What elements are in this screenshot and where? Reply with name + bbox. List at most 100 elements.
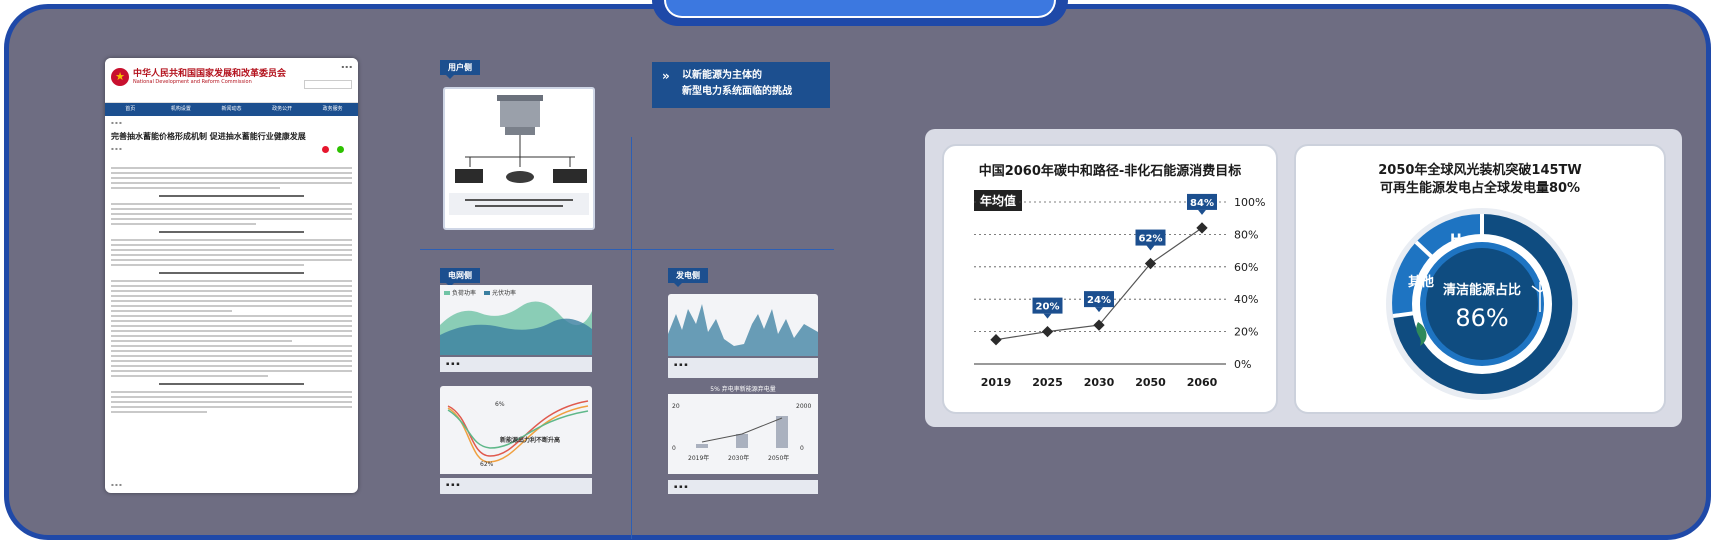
document-title: 完善抽水蓄能价格形成机制 促进抽水蓄能行业健康发展 bbox=[111, 132, 306, 141]
data-point bbox=[990, 334, 1002, 346]
donut-center-label: 清洁能源占比 bbox=[1443, 282, 1521, 298]
data-point bbox=[1041, 325, 1054, 338]
data-point bbox=[1144, 257, 1157, 270]
legend-solar: 光伏功率 bbox=[492, 289, 516, 297]
donut-title-line2: 可再生能源发电占全球发电量80% bbox=[1379, 181, 1581, 196]
x-tick-label: 2060 bbox=[1187, 376, 1218, 389]
curtailment-chart-title: 5% 弃电率新能源弃电量 bbox=[710, 386, 776, 393]
donut-label-h2: H₂ bbox=[1450, 232, 1468, 248]
grid-side-label: 电网侧 bbox=[440, 268, 480, 287]
breadcrumb: ▪ ▪ ▪ bbox=[111, 120, 122, 125]
wechat-icon[interactable] bbox=[337, 146, 344, 153]
leaf-icon bbox=[1416, 322, 1427, 346]
donut-chart-svg: 清洁能源占比 86% H₂ 其他 bbox=[1386, 208, 1578, 400]
grid-chart-caption: ▪ ▪ ▪ bbox=[440, 357, 592, 372]
axis-right-top: 2000 bbox=[796, 403, 811, 410]
curtailment-caption: ▪ ▪ ▪ bbox=[668, 480, 818, 494]
donut-center-value: 86% bbox=[1455, 304, 1508, 332]
y-tick-label: 0% bbox=[1234, 358, 1251, 371]
donut-label-other: 其他 bbox=[1408, 274, 1434, 290]
year-2019: 2019年 bbox=[688, 454, 709, 462]
data-label: 84% bbox=[1190, 198, 1214, 209]
year-2030: 2030年 bbox=[728, 454, 749, 462]
year-2050: 2050年 bbox=[768, 454, 789, 462]
wind-turbine-icon bbox=[1531, 282, 1549, 312]
challenge-line1: 以新能源为主体的 bbox=[682, 70, 762, 81]
curtailment-chart: 5% 弃电率新能源弃电量 20 0 2000 0 2019年 2030年 205… bbox=[668, 384, 818, 496]
data-label-box bbox=[1032, 297, 1063, 314]
document-footer: ▪ ▪ ▪ bbox=[111, 482, 122, 487]
data-point bbox=[1093, 319, 1105, 331]
legend-load: 负荷功率 bbox=[452, 289, 476, 297]
grid-area-chart: 负荷功率 光伏功率 bbox=[440, 285, 592, 355]
nav-news[interactable]: 新闻动态 bbox=[221, 106, 242, 112]
data-label-pointer bbox=[1198, 209, 1206, 215]
data-label-box bbox=[1084, 291, 1114, 308]
pct-label-62: 62% bbox=[480, 461, 494, 468]
gen-wave-chart: ▪ ▪ ▪ bbox=[668, 294, 818, 380]
org-name-en: National Development and Reform Commissi… bbox=[133, 79, 252, 85]
share-buttons bbox=[322, 146, 344, 153]
user-side-illustration bbox=[449, 95, 589, 215]
hetero-label: 新能源出力利不断升高 bbox=[500, 436, 560, 444]
challenge-banner: » 以新能源为主体的 新型电力系统面临的挑战 bbox=[652, 62, 830, 108]
duck-curve-svg: 6% 新能源出力利不断升高 62% bbox=[440, 386, 592, 474]
line-chart-title: 中国2060年碳中和路径-非化石能源消费目标 bbox=[978, 164, 1242, 179]
donut-title: 2050年全球风光装机突破145TW 可再生能源发电占全球发电量80% bbox=[1296, 162, 1664, 198]
y-tick-label: 20% bbox=[1234, 326, 1258, 339]
data-label: 20% bbox=[1036, 302, 1060, 313]
donut-title-line1: 2050年全球风光装机突破145TW bbox=[1378, 163, 1582, 178]
bus-icon bbox=[553, 169, 587, 183]
national-emblem-icon: ★ bbox=[111, 68, 129, 86]
y-tick-label: 40% bbox=[1234, 293, 1258, 306]
header-links: ▪ ▪ ▪ bbox=[341, 64, 352, 69]
y-tick-label: 80% bbox=[1234, 228, 1258, 241]
policy-document: ★ 中华人民共和国国家发展和改革委员会 National Development… bbox=[105, 58, 358, 493]
x-tick-label: 2030 bbox=[1084, 376, 1115, 389]
duck-curve-chart: 6% 新能源出力利不断升高 62% ▪ ▪ ▪ bbox=[440, 386, 592, 496]
gen-wave-svg bbox=[668, 294, 818, 356]
quadrant-vertical-axis bbox=[631, 137, 632, 539]
nav-home[interactable]: 首页 bbox=[125, 106, 136, 112]
y-tick-label: 100% bbox=[1234, 196, 1265, 209]
curtailment-chart-svg: 20 0 2000 0 2019年 2030年 2050年 bbox=[668, 394, 818, 474]
document-body bbox=[105, 158, 358, 422]
car-icon bbox=[506, 171, 534, 183]
top-tab-highlight bbox=[664, 0, 1056, 18]
annual-badge: 年均值 bbox=[974, 190, 1023, 211]
gen-wave-caption: ▪ ▪ ▪ bbox=[668, 358, 818, 378]
line-chart-svg: 100% 80% 60% 40% 20% 0% 2019 20% 2025 24% 2030 62% 2… bbox=[974, 193, 1265, 389]
challenge-line2: 新型电力系统面临的挑战 bbox=[682, 86, 792, 97]
line-chart-panel: 中国2060年碳中和路径-非化石能源消费目标 年均值 100% 80% 60% 40%… bbox=[942, 144, 1278, 414]
nav-service[interactable]: 政务服务 bbox=[322, 106, 343, 112]
document-nav: 首页 机构设置 新闻动态 政务公开 政务服务 bbox=[105, 103, 358, 116]
axis-left-top: 20 bbox=[672, 403, 680, 410]
data-label-pointer bbox=[1146, 245, 1155, 251]
data-label: 24% bbox=[1087, 295, 1111, 306]
chevron-right-icon: » bbox=[662, 69, 670, 83]
x-tick-label: 2025 bbox=[1032, 376, 1063, 389]
axis-right-zero: 0 bbox=[800, 445, 804, 452]
factory-icon bbox=[455, 169, 483, 183]
data-label-pointer bbox=[1095, 307, 1103, 313]
duck-chart-caption: ▪ ▪ ▪ bbox=[440, 478, 592, 494]
data-point bbox=[1196, 222, 1208, 234]
weibo-icon[interactable] bbox=[322, 146, 329, 153]
y-tick-label: 60% bbox=[1234, 261, 1258, 274]
user-side-card bbox=[443, 87, 595, 230]
quadrant-horizontal-axis bbox=[420, 249, 834, 250]
data-label: 62% bbox=[1139, 234, 1163, 245]
donut-panel: 2050年全球风光装机突破145TW 可再生能源发电占全球发电量80% 清洁能源… bbox=[1294, 144, 1666, 414]
search-input[interactable] bbox=[304, 80, 352, 89]
org-name-cn: 中华人民共和国国家发展和改革委员会 bbox=[133, 69, 287, 79]
user-side-label: 用户侧 bbox=[440, 60, 480, 79]
nav-open[interactable]: 政务公开 bbox=[272, 106, 293, 112]
transformer-icon bbox=[500, 101, 540, 127]
data-label-box bbox=[1187, 193, 1217, 210]
nav-org[interactable]: 机构设置 bbox=[170, 106, 191, 112]
gen-side-label: 发电侧 bbox=[668, 268, 708, 287]
grid-load-chart: 负荷功率 光伏功率 ▪ ▪ ▪ bbox=[440, 285, 592, 374]
data-label-box bbox=[1135, 229, 1166, 246]
x-tick-label: 2019 bbox=[981, 376, 1012, 389]
